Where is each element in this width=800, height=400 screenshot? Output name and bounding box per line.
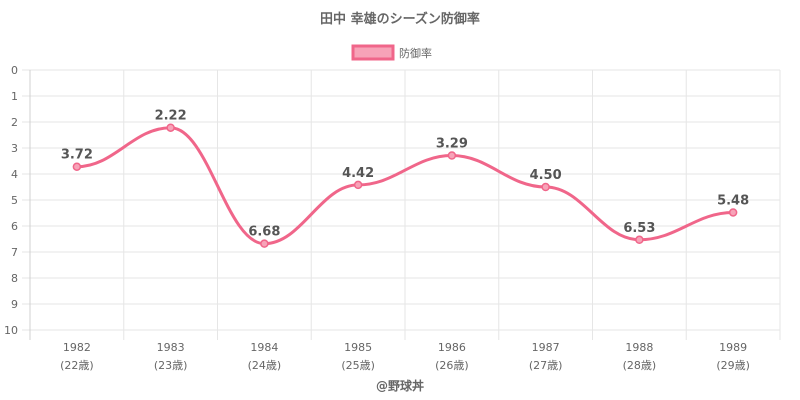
grid [22,69,781,340]
data-label: 3.72 [61,148,93,163]
x-tick-label: 1982 [63,341,91,354]
y-tick-label: 5 [11,194,18,207]
x-tick-label: 1983 [157,341,185,354]
data-label: 6.68 [248,225,280,240]
data-point[interactable] [260,239,269,248]
series-line [76,126,734,246]
data-point[interactable] [72,162,82,171]
data-label: 4.42 [342,166,374,181]
x-tick-sublabel: (23歳) [154,359,188,372]
data-label: 5.48 [717,193,749,208]
data-point[interactable] [447,151,457,160]
chart-title: 田中 幸雄のシーズン防御率 [320,11,480,27]
x-tick-label: 1988 [625,341,653,354]
legend-swatch [351,44,395,61]
data-label: 2.22 [155,109,187,124]
x-axis: 1982 (22歳) 1983 (23歳) 1984 (24歳) 1985 (25歳) 1986… [60,341,750,372]
x-tick-label: 1989 [719,341,747,354]
y-tick-label: 1 [11,90,18,103]
data-point[interactable] [541,182,550,192]
x-tick-sublabel: (24歳) [248,359,282,372]
y-tick-label: 0 [11,64,18,77]
y-tick-label: 3 [11,142,18,155]
x-tick-label: 1984 [250,341,278,354]
data-point[interactable] [635,235,644,245]
data-label: 4.50 [530,168,562,183]
data-label: 3.29 [436,137,468,152]
data-point[interactable] [353,180,363,190]
source-credit: @野球丼 [376,378,424,393]
x-tick-sublabel: (26歳) [435,359,469,372]
series [72,123,738,248]
data-point[interactable] [728,208,738,217]
data-point[interactable] [166,123,175,132]
y-tick-label: 2 [11,116,18,129]
x-tick-sublabel: (25歳) [341,359,375,372]
y-tick-label: 7 [11,246,18,259]
x-tick-label: 1985 [344,341,372,354]
y-axis: 0 1 2 3 4 5 6 7 8 9 10 [4,64,18,337]
y-tick-label: 10 [4,324,18,337]
y-tick-label: 4 [11,168,18,181]
y-tick-label: 8 [11,272,18,285]
x-tick-sublabel: (22歳) [60,359,94,372]
x-tick-sublabel: (27歳) [529,359,563,372]
x-tick-sublabel: (29歳) [716,359,750,372]
y-tick-label: 6 [11,220,18,233]
data-label: 6.53 [623,221,655,236]
data-labels: 3.72 2.22 6.68 4.42 3.29 4.50 6.53 5.48 [61,109,749,240]
x-tick-label: 1986 [438,341,466,354]
legend-label: 防御率 [399,46,432,60]
x-tick-label: 1987 [532,341,560,354]
x-tick-sublabel: (28歳) [623,359,657,372]
legend[interactable]: 防御率 [351,44,432,61]
y-tick-label: 9 [11,298,18,311]
